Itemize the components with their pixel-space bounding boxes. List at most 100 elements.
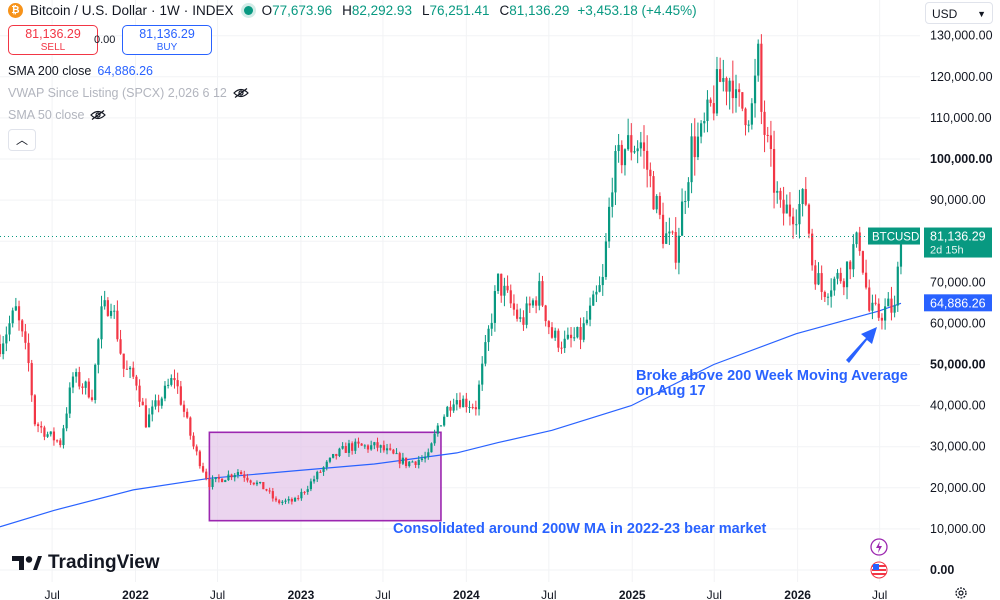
settings-gear-icon[interactable] <box>954 586 968 600</box>
candle-body <box>884 306 887 321</box>
candle-body <box>271 491 274 499</box>
price-axis: 0.00 10,000.00 20,000.00 30,000.00 40,000.00… <box>930 29 993 577</box>
candle-body <box>306 489 309 492</box>
candle-body <box>547 321 550 328</box>
candle-body <box>233 474 236 478</box>
candle-body <box>27 342 30 364</box>
candle-body <box>471 407 474 409</box>
currency-select[interactable]: USD ▼ <box>925 2 993 24</box>
indicator-vwap[interactable]: VWAP Since Listing (SPCX) 2,026 6 12 <box>8 86 249 100</box>
candle-body <box>620 144 623 166</box>
candle-body <box>741 92 744 109</box>
interval-label[interactable]: 1W <box>159 3 180 18</box>
candle-body <box>585 319 588 324</box>
candle-body <box>424 456 427 459</box>
sma-200-line <box>0 302 902 528</box>
us-flag-icon[interactable] <box>870 561 888 579</box>
close-value: 81,136.29 <box>509 3 570 18</box>
candle-body <box>820 273 823 292</box>
candle-body <box>579 327 582 340</box>
candle-body <box>852 244 855 270</box>
candle-body <box>630 135 633 153</box>
consolidation-box <box>208 431 442 522</box>
candle-body <box>455 400 458 405</box>
candle-body <box>436 425 439 434</box>
candle-body <box>833 278 836 291</box>
indicator-sma200[interactable]: SMA 200 close 64,886.26 <box>8 64 153 78</box>
candle-body <box>214 477 217 480</box>
open-value: 77,673.96 <box>272 3 333 18</box>
candle-body <box>33 395 36 425</box>
candle-body <box>186 411 189 418</box>
candle-body <box>281 501 284 503</box>
candle-body <box>94 364 97 400</box>
sma-price-tag <box>924 294 992 312</box>
candle-body <box>566 334 569 339</box>
high-value: 82,292.93 <box>351 3 412 18</box>
candle-body <box>677 235 680 263</box>
spread-value: 0.00 <box>94 34 116 46</box>
symbol-name[interactable]: Bitcoin / U.S. Dollar <box>30 3 148 18</box>
candle-body <box>817 273 820 285</box>
candle-body <box>103 300 106 307</box>
tradingview-logo[interactable]: TradingView <box>12 552 160 574</box>
close-label: C <box>499 3 510 18</box>
buy-button[interactable]: 81,136.29 BUY <box>122 25 212 55</box>
candle-body <box>68 387 71 414</box>
collapse-legend-button[interactable]: ︿ <box>8 129 36 151</box>
sell-button[interactable]: 81,136.29 SELL <box>8 25 98 55</box>
candle-body <box>5 334 8 344</box>
candle-body <box>62 428 65 446</box>
brand-name: TradingView <box>48 552 160 573</box>
candle-body <box>493 291 496 323</box>
low-value: 76,251.41 <box>429 3 490 18</box>
sma50-name: SMA 50 close <box>8 108 85 122</box>
candle-body <box>639 142 642 149</box>
candle-body <box>335 453 338 456</box>
candle-body <box>360 443 363 446</box>
candle-body <box>896 266 899 306</box>
candle-body <box>849 261 852 270</box>
candle-body <box>236 472 240 475</box>
candle-body <box>351 443 354 451</box>
candle-body <box>198 451 201 467</box>
candle-body <box>696 136 700 158</box>
candle-body <box>655 196 658 210</box>
candle-body <box>887 298 890 307</box>
candle-body <box>766 134 769 136</box>
candle-body <box>554 330 557 338</box>
candle-body <box>75 372 78 377</box>
candle-body <box>278 500 281 503</box>
candle-body <box>845 261 849 288</box>
candle-body <box>519 317 522 319</box>
candle-body <box>401 457 404 464</box>
candle-body <box>646 150 649 170</box>
price-axis-label: 100,000.00 <box>930 152 993 166</box>
candle-body <box>417 459 420 465</box>
candle-body <box>148 414 151 428</box>
candle-body <box>481 363 484 385</box>
candle-body <box>779 190 782 200</box>
eye-hidden-icon[interactable] <box>90 110 107 120</box>
candle-body <box>125 368 128 370</box>
time-axis-label: Jul <box>872 588 887 600</box>
eye-hidden-icon[interactable] <box>233 88 249 98</box>
candle-body <box>760 43 763 112</box>
candle-body <box>715 69 719 114</box>
indicator-sma50[interactable]: SMA 50 close <box>8 108 107 122</box>
candle-body <box>370 445 373 450</box>
candle-body <box>706 99 709 122</box>
time-axis-label: Jul <box>375 588 390 600</box>
candle-body <box>782 199 785 214</box>
candle-body <box>563 338 566 349</box>
candle-body <box>154 400 157 407</box>
time-axis-label: Jul <box>541 588 556 600</box>
lightning-icon[interactable] <box>870 538 888 556</box>
candle-body <box>804 189 807 205</box>
candle-body <box>344 446 347 453</box>
candle-body <box>14 306 17 311</box>
candle-body <box>506 285 509 291</box>
candle-body <box>785 204 788 214</box>
candle-body <box>465 398 468 408</box>
